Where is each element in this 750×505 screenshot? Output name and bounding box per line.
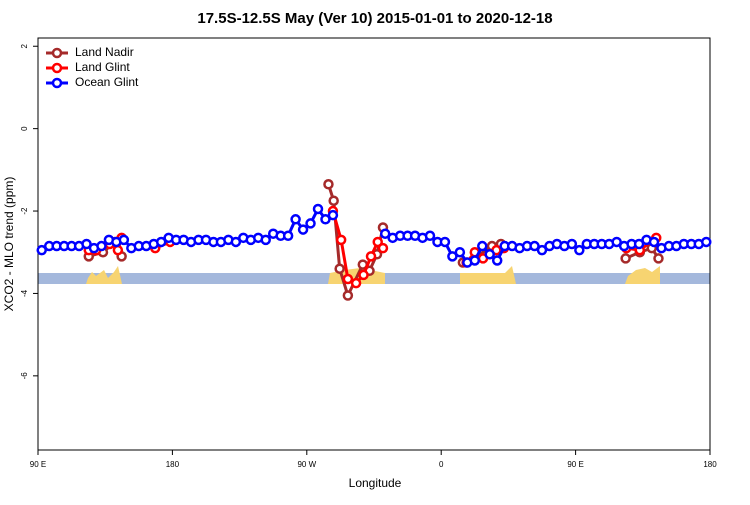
data-point	[328, 195, 339, 206]
x-tick-label: 90 W	[297, 460, 316, 469]
data-point	[469, 255, 481, 266]
data-point	[365, 251, 377, 262]
y-tick-label: 2	[20, 43, 29, 48]
data-point	[342, 273, 354, 285]
data-point	[424, 230, 436, 242]
land-patch	[86, 266, 122, 284]
legend-marker	[51, 77, 63, 89]
y-tick-label: -6	[20, 372, 29, 380]
data-point	[566, 238, 578, 250]
data-point	[290, 214, 301, 225]
data-point	[620, 253, 631, 264]
data-point	[372, 236, 383, 248]
data-point	[648, 236, 660, 248]
data-point	[230, 236, 242, 248]
data-point	[260, 234, 271, 246]
x-tick-label: 0	[439, 460, 444, 469]
data-point	[484, 249, 495, 260]
data-point	[342, 290, 354, 301]
data-point	[155, 236, 167, 248]
data-point	[335, 234, 347, 246]
data-point	[334, 263, 345, 274]
y-tick-label: -4	[20, 289, 29, 297]
data-point	[96, 240, 107, 252]
data-point	[447, 251, 458, 262]
data-point	[491, 255, 503, 266]
data-point	[305, 218, 316, 229]
data-point	[358, 269, 369, 281]
data-point	[312, 203, 324, 215]
data-point	[377, 242, 389, 254]
data-point	[454, 246, 466, 258]
data-point	[536, 244, 548, 256]
data-point	[323, 179, 334, 190]
data-point	[320, 214, 331, 225]
y-tick-label: 0	[20, 126, 29, 131]
data-point	[379, 228, 391, 239]
y-tick-label: -2	[20, 207, 29, 215]
data-point	[350, 277, 362, 289]
data-point	[81, 238, 92, 250]
x-tick-label: 180	[703, 460, 717, 469]
data-point	[477, 240, 488, 252]
x-tick-label: 90 E	[567, 460, 583, 469]
legend-label: Land Nadir	[75, 45, 134, 59]
data-point	[611, 236, 622, 248]
data-point	[36, 244, 47, 256]
y-axis-label: XCO2 - MLO trend (ppm)	[2, 177, 16, 312]
x-axis-label: Longitude	[349, 476, 402, 490]
land-patch	[460, 266, 516, 284]
data-point	[529, 240, 540, 252]
data-point	[112, 244, 124, 256]
data-point	[701, 236, 712, 248]
legend-label: Land Glint	[75, 60, 130, 74]
data-point	[439, 236, 451, 248]
data-point	[574, 244, 585, 256]
data-point	[327, 209, 339, 221]
legend-marker	[51, 62, 63, 74]
data-point	[633, 238, 645, 250]
land-patch	[625, 266, 660, 284]
legend-marker	[51, 47, 63, 59]
data-point	[118, 234, 130, 246]
data-point	[282, 230, 294, 242]
chart-title: 17.5S-12.5S May (Ver 10) 2015-01-01 to 2…	[197, 10, 552, 27]
data-point	[653, 253, 664, 264]
legend-label: Ocean Glint	[75, 75, 139, 89]
x-tick-label: 90 E	[30, 460, 46, 469]
data-point	[297, 224, 309, 235]
x-tick-label: 180	[166, 460, 180, 469]
